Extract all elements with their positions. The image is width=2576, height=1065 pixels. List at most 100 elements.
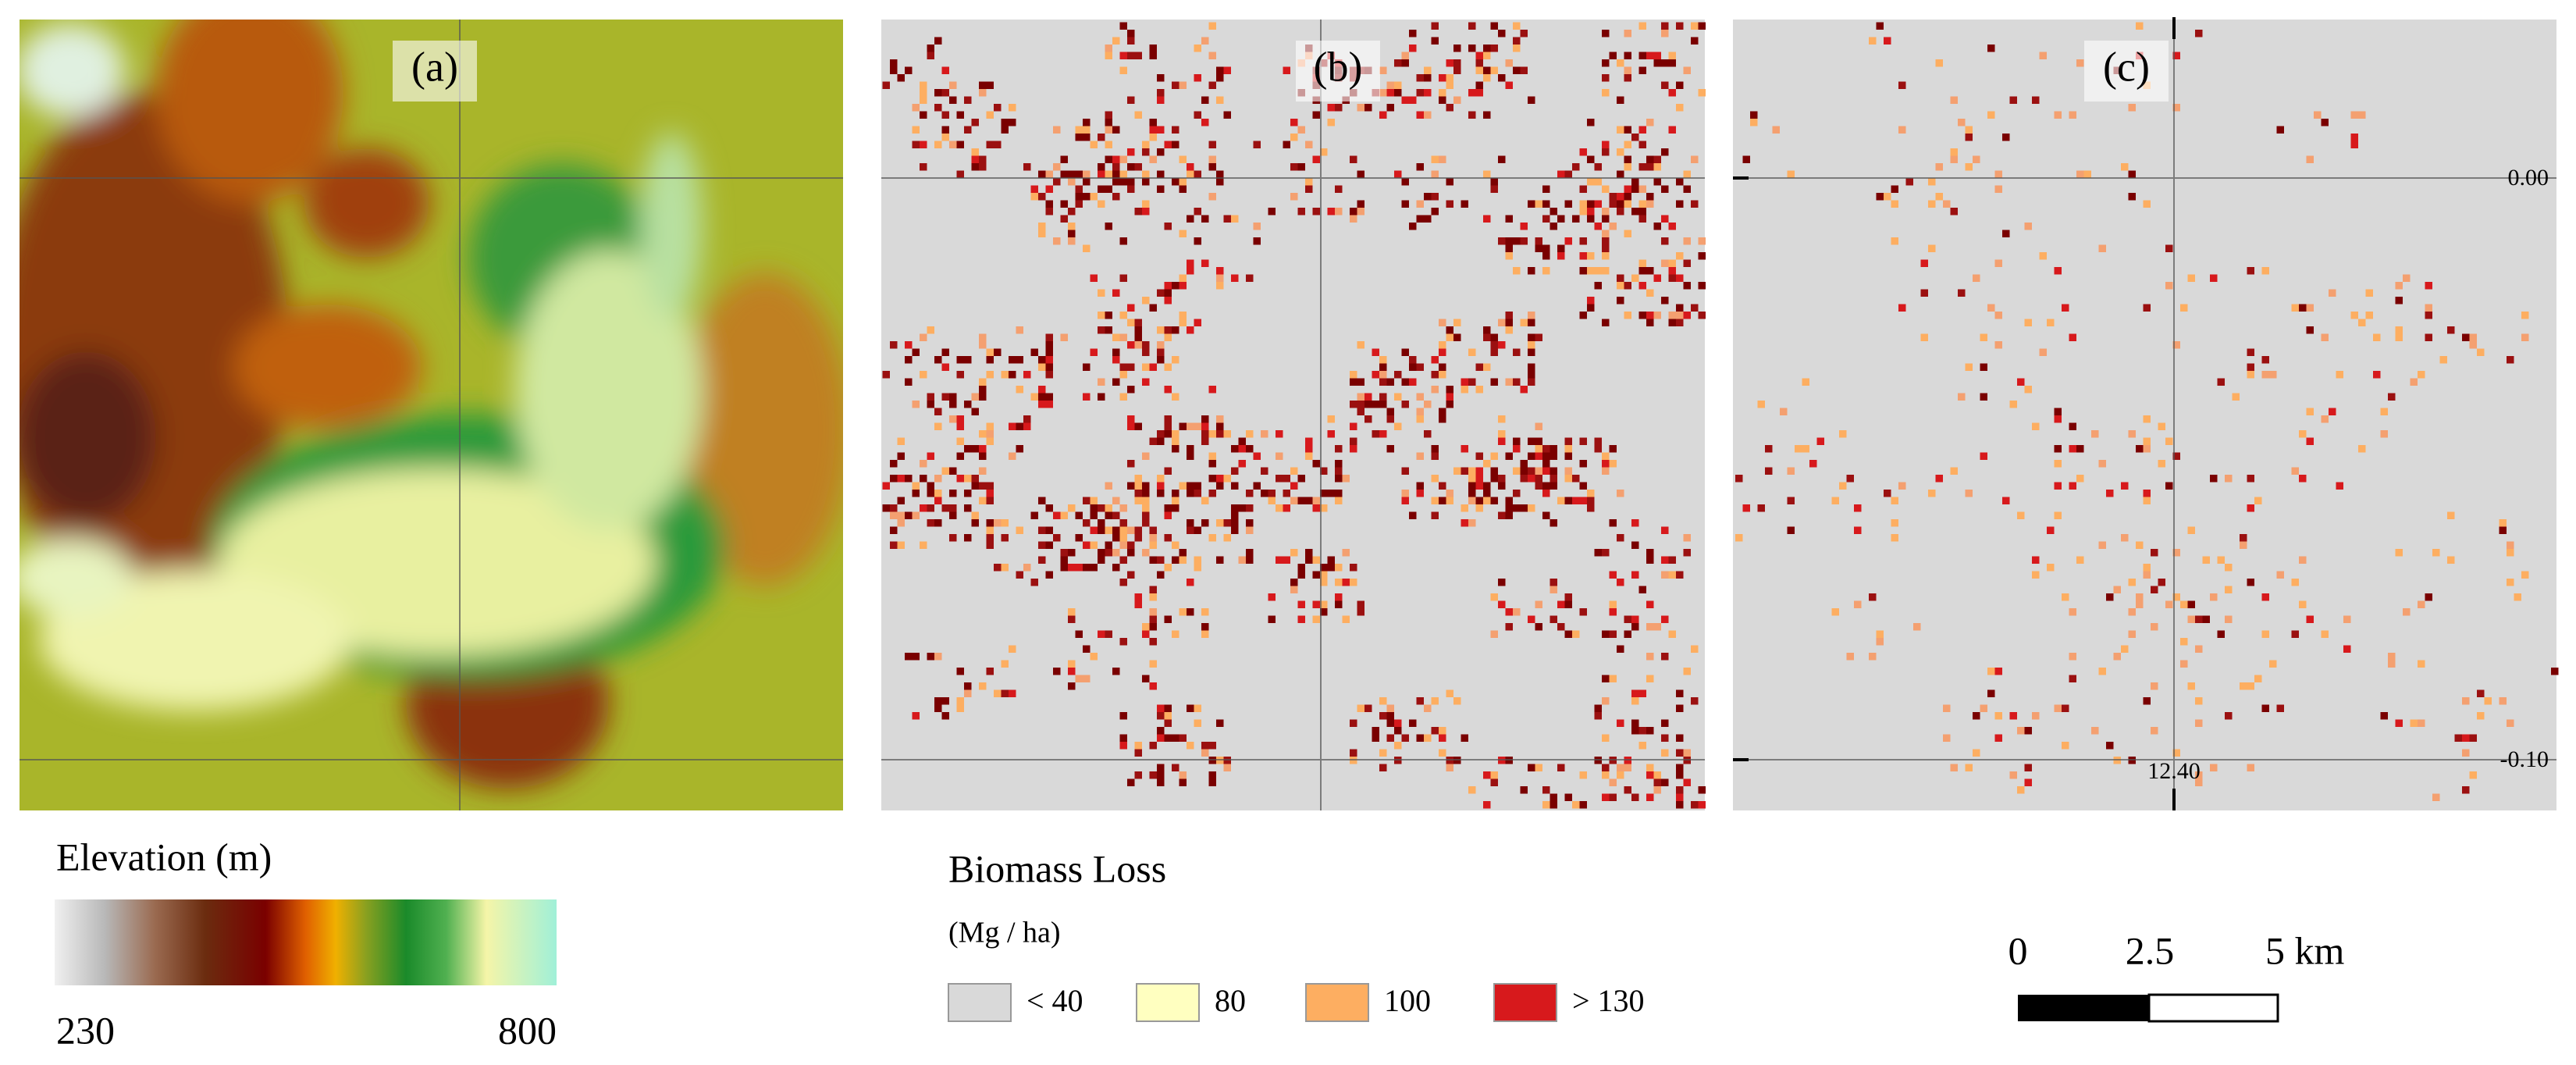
- loss-pixel: [1638, 742, 1646, 750]
- loss-pixel: [1030, 348, 1038, 356]
- loss-pixel: [979, 333, 987, 341]
- loss-pixel: [1223, 111, 1231, 119]
- loss-pixel: [1624, 230, 1631, 237]
- loss-pixel: [2069, 608, 2076, 616]
- loss-pixel: [1179, 178, 1187, 186]
- loss-pixel: [1787, 170, 1795, 178]
- loss-pixel: [1409, 45, 1417, 52]
- loss-pixel: [1164, 712, 1172, 720]
- scale-label: 2.5: [2126, 928, 2175, 972]
- loss-pixel: [994, 564, 1002, 572]
- loss-pixel: [1535, 437, 1542, 445]
- loss-pixel: [1134, 163, 1142, 171]
- loss-pixel: [1083, 541, 1091, 549]
- loss-pixel: [1127, 341, 1135, 349]
- loss-pixel: [1943, 200, 1951, 208]
- loss-pixel: [1557, 215, 1565, 223]
- loss-pixel: [1475, 59, 1483, 67]
- loss-pixel: [1646, 793, 1654, 801]
- loss-pixel: [1453, 66, 1461, 74]
- loss-pixel: [1587, 304, 1595, 312]
- loss-pixel: [1208, 141, 1216, 148]
- loss-pixel: [1105, 504, 1112, 512]
- loss-pixel: [1179, 556, 1187, 564]
- loss-pixel: [1187, 163, 1194, 171]
- loss-pixel: [1201, 623, 1209, 631]
- loss-pixel: [1965, 490, 1973, 497]
- loss-pixel: [2195, 615, 2203, 623]
- loss-pixel: [934, 497, 942, 504]
- loss-pixel: [1075, 564, 1083, 572]
- loss-pixel: [897, 452, 905, 460]
- loss-pixel: [1528, 348, 1535, 356]
- loss-pixel: [2462, 697, 2470, 705]
- loss-pixel: [1661, 148, 1669, 156]
- loss-pixel: [1683, 237, 1691, 245]
- loss-pixel: [1112, 289, 1120, 297]
- loss-pixel: [949, 415, 957, 423]
- loss-pixel: [1386, 378, 1394, 386]
- loss-pixel: [1661, 259, 1669, 267]
- loss-pixel: [2439, 356, 2447, 364]
- loss-pixel: [986, 356, 994, 364]
- loss-pixel: [1149, 660, 1157, 668]
- loss-pixel: [964, 445, 972, 453]
- loss-pixel: [1134, 742, 1142, 750]
- loss-pixel: [1119, 712, 1127, 720]
- loss-pixel: [1513, 445, 1521, 453]
- loss-pixel: [979, 89, 987, 97]
- loss-pixel: [1098, 393, 1105, 401]
- loss-pixel: [2180, 660, 2188, 668]
- loss-pixel: [1950, 764, 1958, 771]
- loss-pixel: [1127, 422, 1135, 430]
- loss-pixel: [1134, 341, 1142, 349]
- loss-pixel: [1594, 200, 1602, 208]
- loss-pixel: [1602, 208, 1610, 215]
- loss-pixel: [2002, 230, 2010, 237]
- loss-pixel: [1884, 193, 1891, 201]
- loss-pixel: [1335, 475, 1343, 483]
- loss-pixel: [1327, 119, 1335, 126]
- loss-pixel: [1060, 155, 1068, 163]
- loss-pixel: [1505, 319, 1513, 326]
- loss-pixel: [1602, 185, 1610, 193]
- loss-pixel: [1891, 519, 1898, 527]
- loss-pixel: [1461, 386, 1468, 394]
- loss-pixel: [1098, 549, 1105, 557]
- loss-pixel: [1950, 467, 1958, 475]
- loss-pixel: [1187, 452, 1194, 460]
- loss-pixel: [1505, 244, 1513, 252]
- loss-pixel: [1290, 134, 1298, 141]
- loss-pixel: [1179, 185, 1187, 193]
- loss-pixel: [1194, 208, 1201, 215]
- loss-pixel: [1060, 556, 1068, 564]
- loss-pixel: [1364, 104, 1372, 112]
- loss-pixel: [1676, 749, 1684, 757]
- loss-pixel: [2410, 378, 2418, 386]
- loss-pixel: [1276, 430, 1283, 438]
- loss-pixel: [1513, 45, 1521, 52]
- loss-pixel: [1520, 30, 1528, 37]
- loss-pixel: [2017, 378, 2025, 386]
- loss-pixel: [1891, 185, 1898, 193]
- loss-pixel: [1461, 378, 1468, 386]
- loss-pixel: [1142, 504, 1150, 512]
- loss-pixel: [1431, 37, 1439, 45]
- loss-pixel: [1683, 668, 1691, 675]
- loss-pixel: [1528, 341, 1535, 349]
- loss-pixel: [2462, 749, 2470, 757]
- loss-pixel: [1119, 274, 1127, 282]
- loss-pixel: [1676, 81, 1684, 89]
- loss-pixel: [1564, 600, 1572, 608]
- loss-pixel: [1194, 422, 1201, 430]
- loss-pixel: [964, 534, 972, 542]
- loss-pixel: [1676, 178, 1684, 186]
- loss-pixel: [1401, 200, 1409, 208]
- loss-pixel: [1246, 519, 1254, 527]
- loss-pixel: [1965, 134, 1973, 141]
- loss-pixel: [1045, 348, 1053, 356]
- loss-pixel: [1320, 467, 1328, 475]
- loss-pixel: [1068, 237, 1076, 245]
- loss-pixel: [882, 81, 890, 89]
- loss-pixel: [1483, 111, 1491, 119]
